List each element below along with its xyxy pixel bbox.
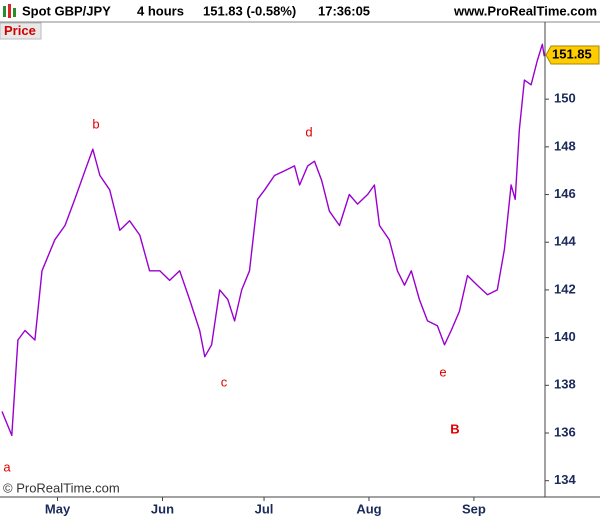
y-tick-label: 150 (554, 91, 576, 106)
header-bar (0, 0, 600, 22)
y-tick-label: 136 (554, 424, 576, 439)
wave-label: b (92, 116, 99, 131)
wave-label: B (450, 421, 459, 436)
quote: 151.83 (-0.58%) (203, 3, 296, 18)
wave-label: e (439, 364, 446, 379)
time: 17:36:05 (318, 3, 370, 18)
last-price-label: 151.85 (552, 46, 592, 61)
x-tick-label: Aug (356, 501, 381, 516)
panel-label-box (0, 22, 42, 40)
y-tick-label: 142 (554, 281, 576, 296)
x-tick-label: Sep (462, 501, 486, 516)
wave-label: c (221, 374, 228, 389)
price-line (1, 43, 545, 437)
app-icon (3, 4, 16, 18)
period: 4 hours (137, 3, 184, 18)
last-price-tag (545, 45, 600, 65)
panel-label: Price (4, 23, 36, 38)
x-tick-label: Jun (151, 501, 174, 516)
y-tick-label: 138 (554, 377, 576, 392)
y-tick-label: 144 (554, 234, 576, 249)
x-tick-label: Jul (255, 501, 274, 516)
x-tick-label: May (45, 501, 71, 516)
y-tick-label: 134 (554, 472, 576, 487)
symbol: Spot GBP/JPY (22, 3, 111, 18)
copyright: © ProRealTime.com (3, 480, 120, 495)
wave-label: d (305, 124, 312, 139)
y-tick-label: 148 (554, 138, 576, 153)
y-tick-label: 146 (554, 186, 576, 201)
site: www.ProRealTime.com (453, 3, 597, 18)
y-tick-label: 140 (554, 329, 576, 344)
wave-label: a (3, 459, 11, 474)
